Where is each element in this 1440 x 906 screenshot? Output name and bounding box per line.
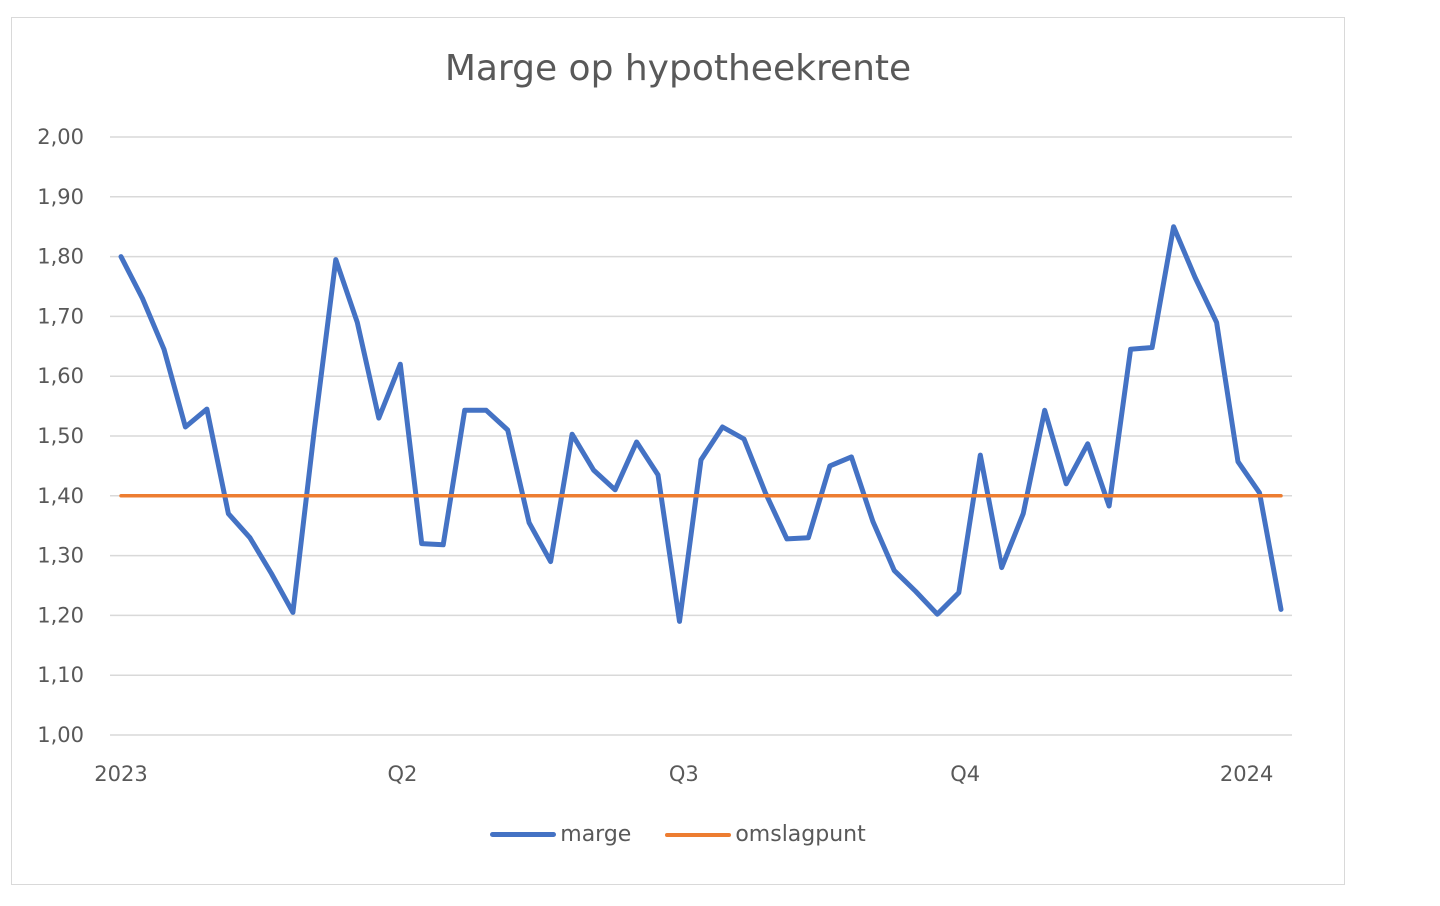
- legend-label-marge: marge: [560, 822, 632, 847]
- gridlines: [110, 136, 1292, 736]
- x-tick-label: Q2: [387, 762, 417, 786]
- y-tick-label: 1,50: [37, 424, 84, 448]
- legend-label-omslagpunt: omslagpunt: [735, 822, 866, 847]
- series-lines: [118, 224, 1284, 624]
- legend-item-omslagpunt: omslagpunt: [665, 822, 866, 847]
- x-tick-label: Q4: [950, 762, 980, 786]
- y-axis: 1,00 1,10 1,20 1,30 1,40 1,50 1,60 1,70 1,80 1,90…: [37, 125, 84, 747]
- legend-swatch-omslagpunt: [665, 832, 732, 837]
- y-tick-label: 1,10: [37, 663, 84, 687]
- y-tick-label: 1,70: [37, 304, 84, 328]
- y-tick-label: 1,40: [37, 484, 84, 508]
- x-tick-label: 2024: [1220, 762, 1273, 786]
- y-tick-label: 1,30: [37, 544, 84, 568]
- y-tick-label: 1,00: [37, 723, 84, 747]
- x-tick-label: Q3: [669, 762, 699, 786]
- series-line-marge: [118, 224, 1284, 624]
- x-tick-label: 2023: [94, 762, 147, 786]
- x-axis: 2023 Q2 Q3 Q4 2024: [94, 762, 1273, 786]
- y-tick-label: 1,60: [37, 364, 84, 388]
- chart-area: [11, 17, 1345, 885]
- legend: marge omslagpunt: [0, 822, 1356, 847]
- y-tick-label: 1,90: [37, 185, 84, 209]
- chart-title: Marge op hypotheekrente: [444, 48, 912, 89]
- y-tick-label: 1,20: [37, 603, 84, 627]
- y-tick-label: 2,00: [37, 125, 84, 149]
- legend-item-marge: marge: [490, 822, 631, 847]
- legend-swatch-marge: [490, 832, 557, 837]
- y-tick-label: 1,80: [37, 245, 84, 269]
